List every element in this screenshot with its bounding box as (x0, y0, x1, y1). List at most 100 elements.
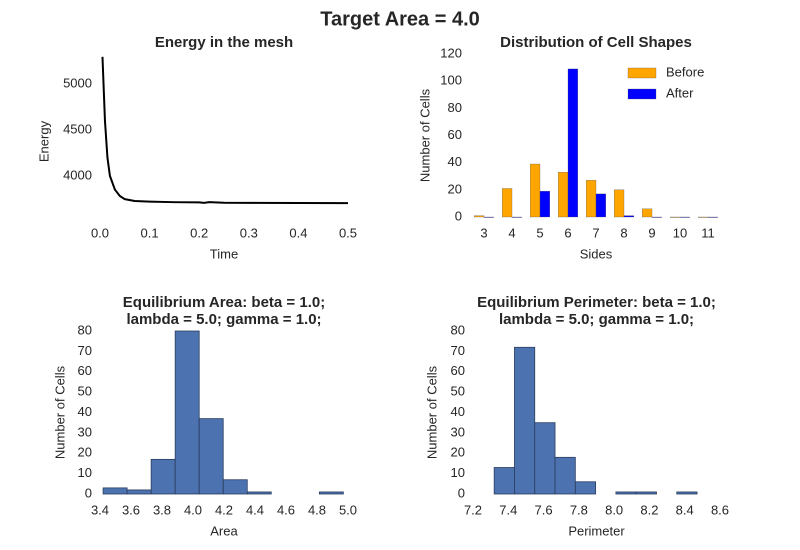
bar (679, 216, 690, 218)
histogram-bar (246, 491, 272, 495)
bar (670, 216, 681, 218)
line (101, 56, 349, 205)
bar (539, 191, 550, 218)
y-tick-label: 20 (78, 445, 92, 460)
x-tick-label: 3.4 (91, 502, 109, 517)
y-tick-label: 30 (78, 424, 92, 439)
x-tick-label: 0.2 (190, 225, 208, 240)
x-tick-label: 4.4 (246, 502, 264, 517)
chart-title: Energy in the mesh (155, 34, 293, 51)
bar (698, 216, 709, 218)
histogram-bar (676, 491, 698, 495)
y-tick-label: 80 (78, 322, 92, 337)
bar (586, 180, 597, 218)
chart-title: lambda = 5.0; gamma = 1.0; (126, 311, 321, 328)
histogram-bar (574, 481, 597, 495)
y-tick-label: 70 (451, 343, 465, 358)
y-tick-label: 4000 (63, 167, 92, 182)
bar (707, 216, 718, 218)
bar (502, 188, 513, 218)
y-tick-label: 0 (85, 485, 92, 500)
bar (483, 216, 494, 218)
y-tick-label: 40 (448, 154, 462, 169)
x-tick-label: 8.2 (640, 502, 658, 517)
x-axis-label: Time (210, 246, 238, 261)
histogram-bar (198, 418, 224, 495)
y-tick-label: 10 (78, 465, 92, 480)
y-tick-label: 50 (451, 384, 465, 399)
figure-title: Target Area = 4.0 (320, 8, 480, 30)
histogram-bar (534, 422, 556, 495)
x-tick-label: 8.6 (711, 502, 729, 517)
x-tick-label: 0.4 (289, 225, 307, 240)
histogram-bar (150, 458, 176, 495)
y-tick-label: 70 (78, 343, 92, 358)
bar (558, 172, 569, 218)
histogram-bar (493, 467, 515, 495)
x-tick-label: 0.0 (91, 225, 109, 240)
x-tick-label: 7.4 (499, 502, 517, 517)
legend-label: After (666, 85, 694, 100)
y-tick-label: 40 (78, 404, 92, 419)
histogram-bar (635, 491, 657, 495)
x-tick-label: 11 (701, 225, 715, 240)
x-tick-label: 4.8 (308, 502, 326, 517)
y-tick-label: 60 (448, 127, 462, 142)
y-tick-label: 100 (440, 73, 462, 88)
bar (651, 216, 662, 218)
x-tick-label: 8.0 (605, 502, 623, 517)
y-tick-label: 0 (455, 208, 462, 223)
y-axis-label: Number of Cells (424, 365, 439, 459)
bar (511, 216, 522, 218)
x-tick-label: 8 (620, 225, 627, 240)
bar (530, 163, 541, 218)
x-tick-label: 0.3 (240, 225, 258, 240)
x-tick-label: 4.6 (277, 502, 295, 517)
y-tick-label: 80 (448, 100, 462, 115)
x-tick-label: 7.2 (464, 502, 482, 517)
histogram-bar (174, 330, 200, 495)
y-tick-label: 10 (451, 465, 465, 480)
legend-label: Before (666, 64, 704, 79)
x-axis-label: Perimeter (568, 523, 625, 538)
x-tick-label: 8.4 (676, 502, 694, 517)
chart-title: lambda = 5.0; gamma = 1.0; (499, 311, 694, 328)
x-tick-label: 4 (508, 225, 515, 240)
bar (474, 215, 485, 218)
histogram-bar (514, 346, 536, 495)
x-tick-label: 4.2 (215, 502, 233, 517)
legend-swatch (627, 67, 657, 79)
x-tick-label: 5.0 (339, 502, 357, 517)
y-tick-label: 0 (458, 485, 465, 500)
legend-swatch (627, 88, 657, 100)
y-axis-label: Energy (36, 120, 51, 162)
bar (642, 208, 653, 218)
x-tick-label: 3 (480, 225, 487, 240)
x-tick-label: 6 (564, 225, 571, 240)
y-tick-label: 40 (451, 404, 465, 419)
x-tick-label: 7.8 (570, 502, 588, 517)
y-tick-label: 60 (78, 363, 92, 378)
histogram-bar (102, 487, 128, 495)
y-tick-label: 20 (448, 181, 462, 196)
x-tick-label: 5 (536, 225, 543, 240)
y-axis-label: Number of Cells (417, 88, 432, 182)
chart-title: Equilibrium Area: beta = 1.0; (123, 294, 325, 311)
y-tick-label: 20 (451, 445, 465, 460)
y-tick-label: 50 (78, 384, 92, 399)
histogram-bar (318, 491, 344, 495)
x-axis-label: Area (210, 523, 238, 538)
y-tick-label: 4500 (63, 121, 92, 136)
x-tick-label: 10 (673, 225, 687, 240)
bar (595, 193, 606, 218)
y-tick-label: 120 (440, 45, 462, 60)
x-tick-label: 0.1 (141, 225, 159, 240)
x-tick-label: 0.5 (339, 225, 357, 240)
x-tick-label: 3.8 (153, 502, 171, 517)
x-tick-label: 4.0 (184, 502, 202, 517)
bar (614, 189, 625, 218)
x-tick-label: 9 (648, 225, 655, 240)
chart-title: Equilibrium Perimeter: beta = 1.0; (477, 294, 716, 311)
y-tick-label: 30 (451, 424, 465, 439)
